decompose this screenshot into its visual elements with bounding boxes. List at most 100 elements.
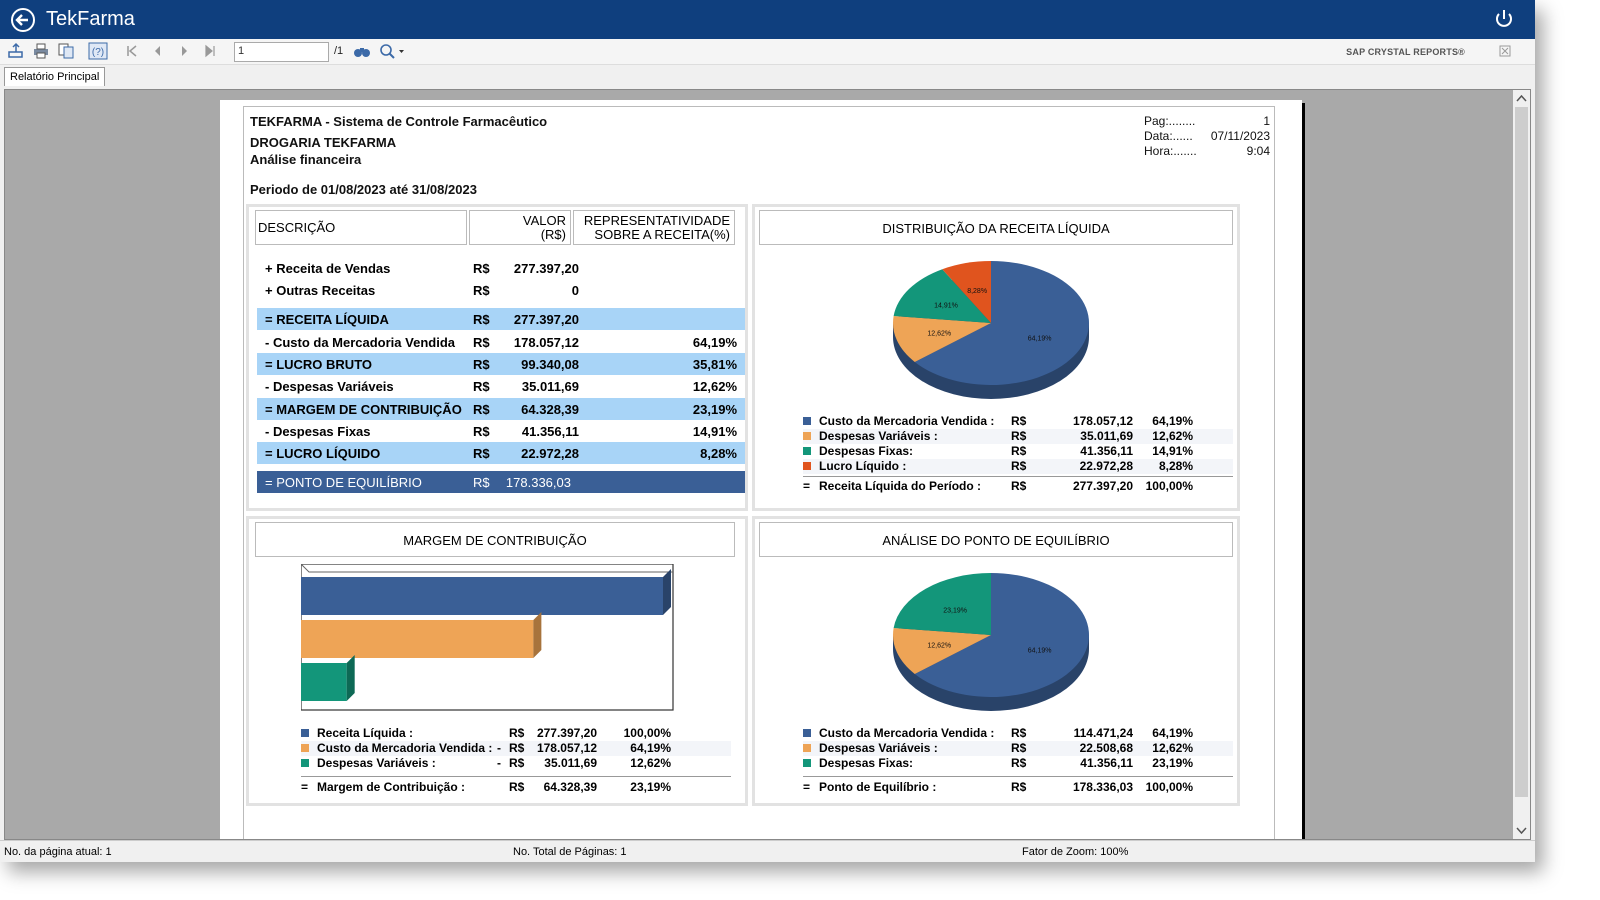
pie1-slice-3 [893, 269, 991, 323]
page-number-input[interactable]: 1 [234, 42, 329, 62]
copy-icon[interactable] [56, 42, 76, 60]
row-desc: = PONTO DE EQUILÍBRIO [265, 475, 422, 490]
legend-percent: 100,00% [1145, 479, 1193, 493]
legend-total-sign: = [301, 780, 309, 794]
legend-currency: R$ [1011, 479, 1027, 493]
report-body: TEKFARMA - Sistema de Controle Farmacêut… [243, 106, 1275, 839]
prev-page-icon[interactable] [148, 42, 168, 60]
back-arrow-icon[interactable] [11, 8, 35, 32]
legend-swatch [301, 759, 309, 767]
legend-name: Despesas Fixas: [819, 756, 914, 770]
table-row: = RECEITA LÍQUIDA R$ 277.397,20 [257, 308, 745, 330]
table-row: = LUCRO BRUTO R$ 99.340,08 35,81% [257, 353, 745, 375]
row-desc: + Outras Receitas [265, 283, 376, 298]
legend-value: 178.057,12 [1072, 414, 1133, 428]
table-row: - Despesas Variáveis R$ 35.011,69 12,62% [257, 375, 745, 397]
legend-name: Margem de Contribuição : [317, 780, 466, 794]
row-desc: - Despesas Fixas [265, 424, 371, 439]
print-icon[interactable] [31, 42, 51, 60]
title-bar: TekFarma [0, 0, 1535, 39]
row-percent: 35,81% [692, 357, 737, 372]
report-period: Periodo de 01/08/2023 até 31/08/2023 [250, 182, 477, 197]
legend-total-sign: = [803, 479, 811, 493]
close-tab-icon[interactable] [1498, 42, 1512, 60]
row-currency: R$ [473, 446, 490, 461]
legend-name: Custo da Mercadoria Vendida : [819, 726, 995, 740]
row-value: 41.356,11 [521, 424, 579, 439]
legend-currency: R$ [1011, 444, 1027, 458]
next-page-icon[interactable] [174, 42, 194, 60]
legend-percent: 23,19% [630, 780, 671, 794]
store-name: DROGARIA TEKFARMA [250, 135, 397, 150]
binoculars-icon[interactable] [352, 42, 372, 60]
legend-row: Custo da Mercadoria Vendida : R$ 114.471… [803, 726, 1233, 741]
legend-name: Despesas Fixas: [819, 444, 914, 458]
legend-total-row: = Ponto de Equilíbrio : R$ 178.336,03 10… [803, 776, 1233, 796]
vertical-scrollbar[interactable] [1513, 90, 1530, 839]
bars-title: MARGEM DE CONTRIBUIÇÃO [255, 522, 735, 557]
hora-value: 9:04 [1246, 144, 1270, 158]
legend-percent: 100,00% [623, 726, 671, 740]
legend-currency: R$ [509, 780, 525, 794]
row-currency: R$ [473, 379, 490, 394]
scroll-up-icon[interactable] [1513, 90, 1530, 107]
row-percent: 8,28% [700, 446, 737, 461]
legend-value: 41.356,11 [1080, 756, 1133, 770]
power-icon[interactable] [1493, 8, 1515, 30]
legend-currency: R$ [509, 726, 525, 740]
report-viewer: TEKFARMA - Sistema de Controle Farmacêut… [4, 89, 1531, 840]
legend-value: 178.057,12 [536, 741, 597, 755]
pie-equilibrio-panel: ANÁLISE DO PONTO DE EQUILÍBRIO 64,19% 12,… [752, 516, 1240, 806]
status-page-total: No. Total de Páginas: 1 [513, 846, 627, 858]
legend-percent: 100,00% [1145, 780, 1193, 794]
legend-row: Despesas Fixas: R$ 41.356,11 14,91% [803, 444, 1233, 459]
scrollbar-thumb[interactable] [1515, 107, 1528, 797]
legend-value: 114.471,24 [1073, 726, 1133, 740]
tab-row: Relatório Principal [0, 65, 1535, 89]
page-total-label: /1 [334, 45, 344, 57]
last-page-icon[interactable] [200, 42, 220, 60]
pie2-slice-3 [893, 573, 991, 635]
report-subtitle: Análise financeira [250, 152, 362, 167]
legend-sign: - [497, 756, 501, 770]
table-row: + Receita de Vendas R$ 277.397,20 [257, 257, 745, 279]
system-title: TEKFARMA - Sistema de Controle Farmacêut… [250, 114, 548, 129]
legend-name: Despesas Variáveis : [819, 429, 938, 443]
bar-1 [301, 577, 663, 615]
row-percent: 64,19% [692, 335, 737, 350]
pie2-slice-label-3: 23,19% [943, 608, 967, 615]
legend-percent: 64,19% [1152, 414, 1193, 428]
pie2-slice-label-1: 64,19% [1028, 648, 1052, 655]
legend-total-row: = Margem de Contribuição : R$ 64.328,39 … [301, 776, 731, 796]
scroll-down-icon[interactable] [1513, 822, 1530, 839]
first-page-icon[interactable] [122, 42, 142, 60]
legend-percent: 8,28% [1158, 459, 1193, 473]
row-value: 0 [571, 283, 579, 298]
row-percent: 12,62% [692, 379, 737, 394]
report-page: TEKFARMA - Sistema de Controle Farmacêut… [220, 100, 1302, 839]
legend-row: Despesas Variáveis : R$ 35.011,69 12,62% [803, 429, 1233, 444]
legend-percent: 23,19% [1152, 756, 1193, 770]
data-value: 07/11/2023 [1210, 129, 1270, 143]
row-value: 22.972,28 [521, 446, 579, 461]
legend-name: Lucro Líquido : [819, 459, 907, 473]
table-row: - Despesas Fixas R$ 41.356,11 14,91% [257, 420, 745, 442]
app-title: TekFarma [46, 8, 135, 30]
group-tree-icon[interactable]: (?) [88, 42, 108, 60]
zoom-icon[interactable] [378, 42, 406, 60]
export-icon[interactable] [6, 42, 26, 60]
col-descricao: DESCRIÇÃO [255, 210, 467, 245]
legend-name: Receita Líquida : [317, 726, 414, 740]
row-value: 35.011,69 [521, 379, 579, 394]
legend-row: Despesas Fixas: R$ 41.356,11 23,19% [803, 756, 1233, 771]
financial-table-panel: DESCRIÇÃO VALOR (R$) REPRESENTATIVIDADE … [246, 204, 748, 511]
pie2-slice-label-2: 12,62% [927, 643, 951, 650]
tab-relatorio-principal[interactable]: Relatório Principal [4, 67, 106, 86]
row-currency: R$ [473, 283, 490, 298]
pie1-slice-2 [893, 315, 991, 362]
pie1-legend: Custo da Mercadoria Vendida : R$ 178.057… [803, 414, 1233, 494]
legend-value: 35.011,69 [544, 756, 597, 770]
table-row: = MARGEM DE CONTRIBUIÇÃO R$ 64.328,39 23… [257, 398, 745, 420]
legend-value: 35.011,69 [1080, 429, 1133, 443]
legend-name: Despesas Variáveis : [819, 741, 938, 755]
